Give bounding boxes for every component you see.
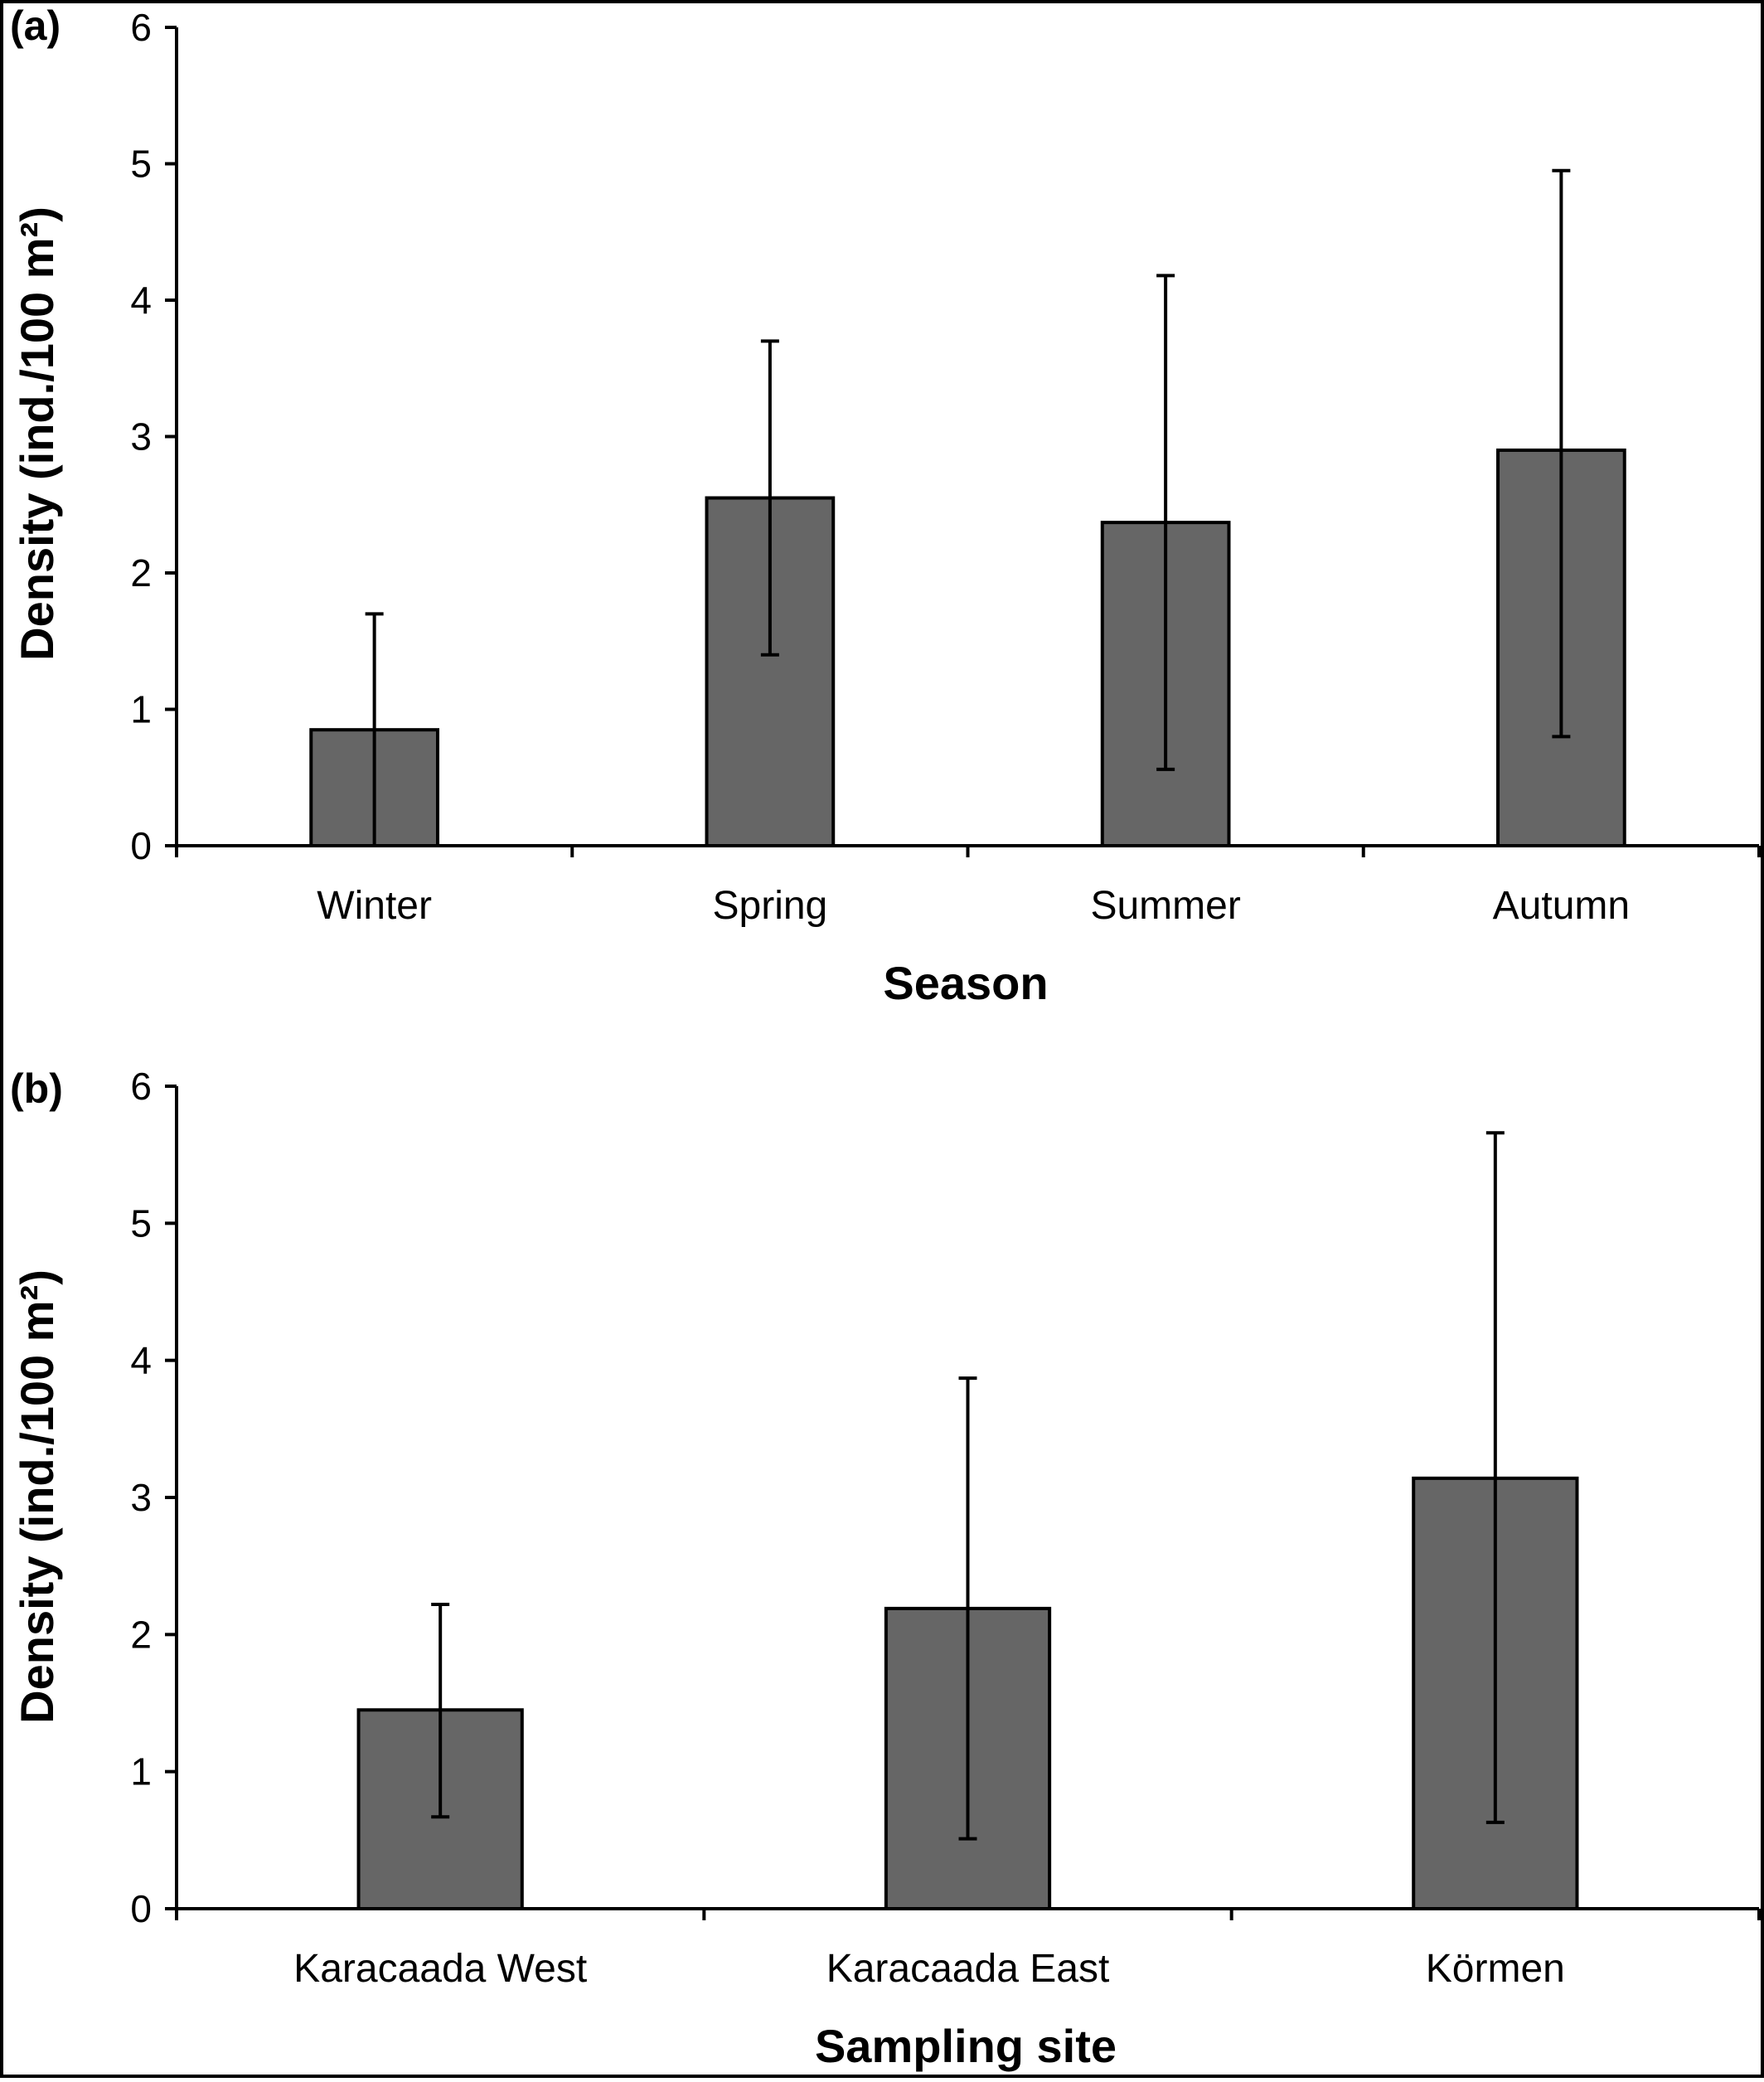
panel-a-y-tick-label-6: 6: [130, 6, 152, 49]
panel-b-y-tick-label-5: 5: [130, 1201, 152, 1245]
panel-a-y-tick-label-4: 4: [130, 279, 152, 322]
panel-a-y-tick-label-0: 0: [130, 824, 152, 867]
panel-a-category-label-2: Summer: [1090, 884, 1240, 928]
panel-a-y-tick-label-3: 3: [130, 415, 152, 459]
panel-a-marks: 0 1 2 3 4 5 6 Winter Spring Summer Autumn: [130, 6, 1761, 928]
panel-b-y-tick-label-4: 4: [130, 1339, 152, 1382]
panel-b-category-label-1: Karacaada East: [826, 1947, 1110, 1991]
panel-b-category-label-0: Karacaada West: [293, 1947, 587, 1991]
panel-a: (a) Density (ind./100 m²) Season 0 1 2 3 4 5 6…: [10, 2, 1761, 1009]
panel-b-x-axis-title: Sampling site: [815, 2020, 1117, 2072]
panel-b-y-tick-label-1: 1: [130, 1750, 152, 1793]
panel-a-y-tick-label-2: 2: [130, 551, 152, 595]
panel-a-y-tick-label-5: 5: [130, 143, 152, 186]
panel-b-y-tick-label-0: 0: [130, 1887, 152, 1930]
panel-b-label: (b): [10, 1065, 63, 1112]
panel-a-label: (a): [10, 2, 61, 49]
panel-a-y-tick-label-1: 1: [130, 688, 152, 731]
panel-b-y-tick-label-3: 3: [130, 1476, 152, 1519]
panel-b-y-tick-label-2: 2: [130, 1613, 152, 1656]
panel-a-y-axis-title: Density (ind./100 m²): [11, 206, 63, 661]
panel-b-marks: 0 1 2 3 4 5 6 Karacaada West Karacaada East Körme…: [130, 1065, 1761, 1991]
panel-b-y-axis-title: Density (ind./100 m²): [11, 1269, 63, 1724]
panel-b: (b) Density (ind./100 m²) Sampling site …: [10, 1065, 1761, 2072]
panel-b-y-tick-label-6: 6: [130, 1065, 152, 1108]
panel-a-x-axis-title: Season: [883, 957, 1048, 1009]
panel-a-category-label-1: Spring: [713, 884, 828, 928]
panel-a-category-label-0: Winter: [317, 884, 432, 928]
panel-a-category-label-3: Autumn: [1493, 884, 1630, 928]
panel-b-category-label-2: Körmen: [1426, 1947, 1565, 1991]
